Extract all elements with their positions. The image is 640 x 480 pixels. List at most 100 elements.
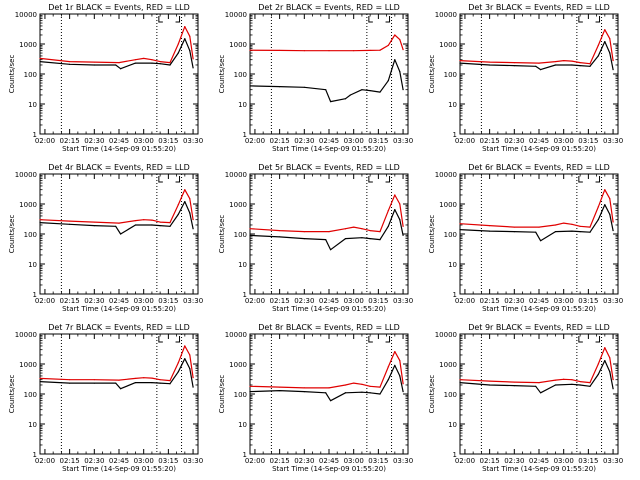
- bracket-marker: [368, 16, 373, 23]
- y-tick-label: 1000: [229, 41, 247, 49]
- series-line: [39, 38, 194, 70]
- y-tick-label: 10: [28, 261, 37, 269]
- x-tick-label: 02:00: [35, 137, 55, 145]
- data-point: [540, 69, 542, 71]
- plot-frame: [459, 13, 619, 135]
- data-point: [151, 59, 153, 61]
- data-point: [177, 43, 179, 45]
- data-point: [609, 52, 611, 54]
- data-point: [361, 383, 363, 385]
- bracket-marker: [595, 336, 601, 343]
- data-point: [394, 364, 396, 366]
- data-point: [535, 385, 537, 387]
- data-point: [39, 380, 41, 383]
- data-point: [612, 221, 614, 223]
- detector-chart: Det 8r BLACK = Events, RED = LLD 1 10 100 10…: [218, 323, 413, 473]
- data-point: [604, 29, 606, 31]
- y-axis-label: Counts/sec: [218, 215, 226, 254]
- data-point: [379, 231, 381, 233]
- chart-title: Det 2r BLACK = Events, RED = LLD: [258, 3, 400, 12]
- data-point: [189, 198, 191, 200]
- y-tick-label: 10000: [435, 171, 457, 179]
- bracket-marker: [158, 16, 163, 23]
- data-point: [597, 55, 599, 57]
- y-tick-label: 1: [453, 291, 457, 299]
- x-axis-label: Start Time (14-Sep-09 01:55:20): [62, 305, 176, 313]
- x-axis-label: Start Time (14-Sep-09 01:55:20): [272, 145, 386, 153]
- y-tick-label: 10000: [225, 171, 247, 179]
- y-tick-label: 1000: [19, 361, 37, 369]
- x-tick-label: 02:30: [294, 297, 314, 305]
- data-point: [612, 379, 614, 381]
- data-point: [579, 231, 581, 233]
- x-tick-label: 03:00: [554, 297, 574, 305]
- data-point: [93, 382, 95, 384]
- data-point: [513, 381, 515, 383]
- plot-frame: [459, 173, 619, 295]
- data-point: [387, 225, 389, 227]
- data-point: [118, 61, 120, 64]
- x-tick-label: 02:30: [504, 297, 524, 305]
- data-point: [369, 238, 371, 240]
- data-point: [402, 383, 404, 385]
- x-tick-label: 03:15: [578, 297, 598, 305]
- x-tick-label: 02:15: [270, 297, 290, 305]
- data-point: [249, 234, 251, 236]
- detector-chart: Det 9r BLACK = Events, RED = LLD 1 10 100 10…: [428, 323, 623, 473]
- data-point: [159, 63, 161, 65]
- chart-title: Det 9r BLACK = Events, RED = LLD: [468, 323, 610, 332]
- data-point: [169, 379, 171, 382]
- y-tick-label: 10000: [15, 171, 37, 179]
- x-tick-label: 02:00: [455, 297, 475, 305]
- data-point: [459, 59, 461, 62]
- plot-frame: [249, 173, 409, 295]
- data-point: [361, 237, 363, 239]
- data-point: [459, 62, 461, 64]
- data-point: [134, 381, 137, 384]
- data-point: [192, 58, 194, 60]
- y-axis-label: Counts/sec: [428, 55, 436, 94]
- data-point: [579, 384, 581, 386]
- detector-chart: Det 1r BLACK = Events, RED = LLD 1 10 100 10…: [8, 3, 203, 153]
- x-tick-label: 02:30: [84, 137, 104, 145]
- x-tick-label: 03:00: [134, 297, 154, 305]
- x-tick-label: 02:15: [480, 137, 500, 145]
- data-point: [151, 381, 153, 384]
- x-tick-label: 02:45: [529, 137, 549, 145]
- series-line: [39, 189, 194, 224]
- data-point: [303, 238, 305, 240]
- data-point: [399, 219, 401, 221]
- data-point: [151, 377, 153, 379]
- data-point: [609, 213, 611, 216]
- data-point: [325, 239, 327, 241]
- data-point: [563, 222, 565, 224]
- data-point: [134, 224, 137, 226]
- bracket-marker: [158, 336, 163, 343]
- y-tick-label: 1000: [19, 41, 37, 49]
- data-point: [159, 379, 161, 381]
- data-point: [571, 230, 573, 232]
- series-line: [459, 29, 614, 65]
- data-point: [344, 98, 347, 100]
- data-point: [394, 194, 396, 196]
- data-point: [303, 391, 305, 393]
- data-point: [325, 392, 327, 394]
- data-point: [554, 379, 557, 381]
- detector-chart: Det 2r BLACK = Events, RED = LLD 1 10 100 10…: [218, 3, 413, 153]
- data-point: [394, 209, 396, 211]
- y-tick-label: 100: [24, 71, 37, 79]
- y-axis-label: Counts/sec: [218, 55, 226, 94]
- data-point: [554, 224, 557, 226]
- data-point: [459, 381, 461, 384]
- data-point: [597, 219, 599, 221]
- y-tick-label: 100: [24, 231, 37, 239]
- plot-frame: [249, 13, 409, 135]
- plot-frame: [459, 333, 619, 455]
- data-point: [93, 64, 95, 66]
- x-tick-label: 02:45: [109, 137, 129, 145]
- y-tick-label: 1: [453, 451, 457, 459]
- data-point: [151, 62, 153, 64]
- y-tick-label: 100: [24, 391, 37, 399]
- data-point: [387, 210, 389, 212]
